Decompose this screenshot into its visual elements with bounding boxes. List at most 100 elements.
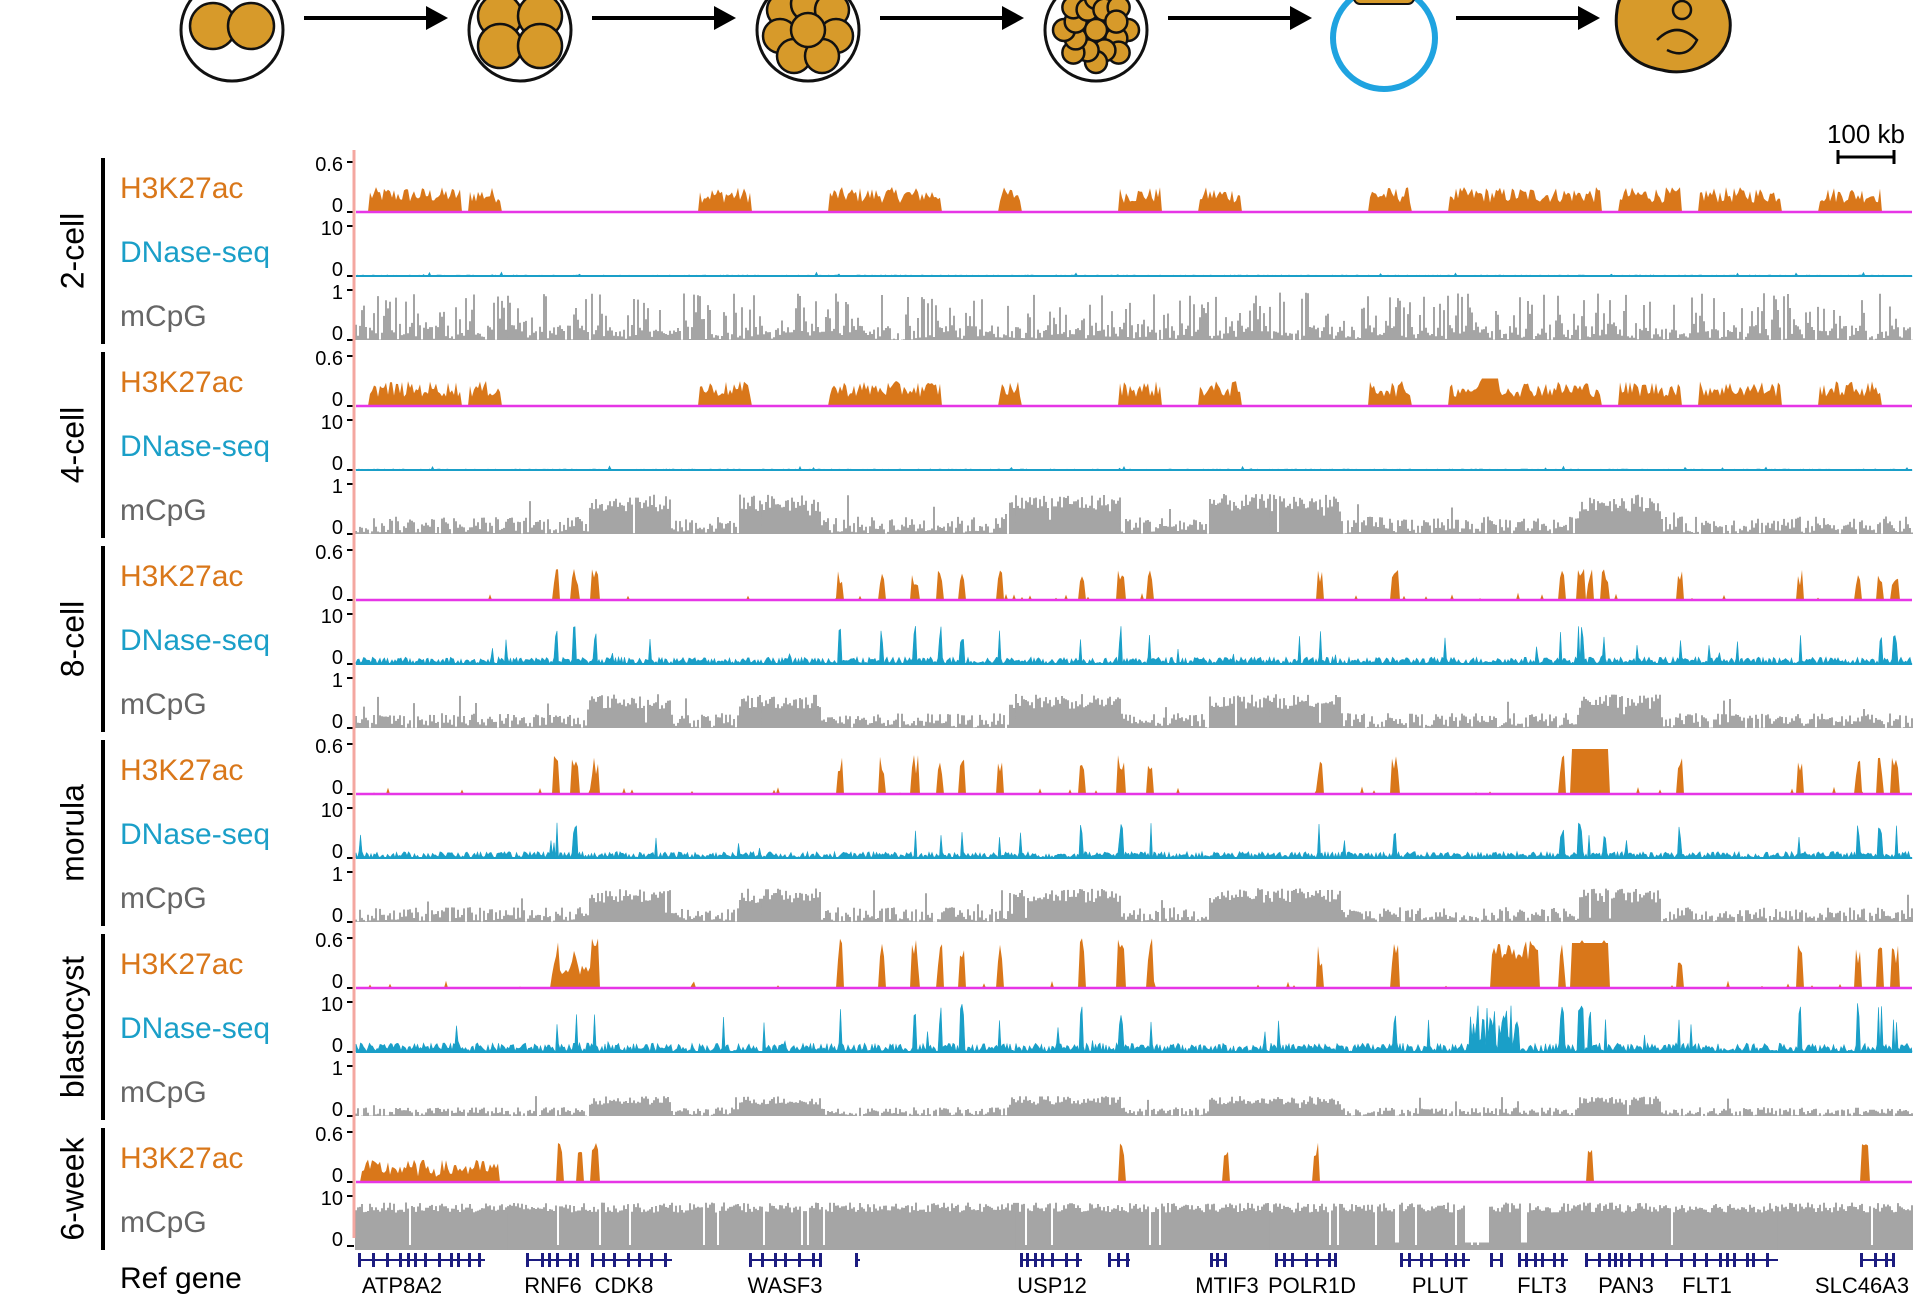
track-mcpg: mCpG 1 0 <box>120 476 1913 539</box>
track-h3k27ac: H3K27ac 0.6 0 <box>120 542 1912 605</box>
track-label: mCpG <box>120 882 207 915</box>
track-label: H3K27ac <box>120 948 243 981</box>
gene-exon <box>1420 1253 1423 1267</box>
embryo-icon-8-cell <box>755 0 861 83</box>
blastomere <box>476 22 524 70</box>
gene-exon <box>1462 1253 1465 1267</box>
track-label: H3K27ac <box>120 366 243 399</box>
gene-exon <box>1490 1253 1493 1267</box>
embryo-icon-2-cell <box>179 0 285 83</box>
arrow-head <box>426 6 448 30</box>
mcpg-signal <box>355 888 1913 922</box>
y-tick-label-max: 0.6 <box>315 1124 343 1146</box>
track-mcpg: mCpG 1 0 <box>120 282 1913 345</box>
gene-exon <box>1445 1253 1448 1267</box>
gene-exon <box>602 1253 605 1267</box>
gene-exon <box>399 1253 402 1267</box>
track-dnase: DNase-seq 10 0 <box>120 606 1913 669</box>
gene-exon <box>1408 1253 1411 1267</box>
y-tick-label-min: 0 <box>332 517 343 539</box>
gene-exon <box>1726 1253 1729 1267</box>
gene-exon <box>819 1253 822 1267</box>
track-label: H3K27ac <box>120 172 243 205</box>
gene-exon <box>1224 1253 1227 1267</box>
gene-exon <box>1534 1253 1537 1267</box>
h3k27ac-signal <box>356 378 1912 406</box>
arrow-head <box>1578 6 1600 30</box>
stage-label: 2-cell <box>54 213 90 289</box>
stage-label: blastocyst <box>54 956 90 1098</box>
dnase-signal <box>355 822 1914 860</box>
gene-exon <box>1041 1253 1044 1267</box>
blastomere <box>226 1 276 51</box>
gene-exon <box>556 1253 559 1267</box>
gene-exon <box>1585 1253 1588 1267</box>
track-h3k27ac: H3K27ac 0.6 0 <box>120 348 1912 411</box>
blastomere <box>1083 17 1109 43</box>
gene-name-label: POLR1D <box>1268 1273 1356 1298</box>
gene-exon <box>591 1253 594 1267</box>
ref-gene-track: Ref gene ATP8A2 RNF6 CDK8 WASF3 USP12 MTIF3 POL… <box>120 1253 1909 1298</box>
track-label: mCpG <box>120 1206 207 1239</box>
track-label: mCpG <box>120 300 207 333</box>
gene-exon <box>1026 1253 1029 1267</box>
gene-exon <box>1628 1253 1631 1267</box>
track-label: DNase-seq <box>120 236 270 269</box>
gene-exon <box>1283 1253 1286 1267</box>
gene-exon <box>1334 1253 1337 1267</box>
blastocyst-ring <box>1330 0 1438 92</box>
gene-exon <box>1680 1253 1683 1267</box>
y-tick-label-max: 0.6 <box>315 736 343 758</box>
track-h3k27ac: H3K27ac 0.6 0 <box>120 930 1912 993</box>
dnase-signal <box>355 625 1913 666</box>
gene-exon <box>613 1253 616 1267</box>
gene-exon <box>372 1253 375 1267</box>
y-tick-label-max: 1 <box>332 1058 343 1080</box>
gene-exon <box>1210 1253 1213 1267</box>
gene-name-label: FLT3 <box>1517 1273 1567 1298</box>
gene-exon <box>1034 1253 1037 1267</box>
y-tick-label-max: 1 <box>332 282 343 304</box>
stage-label: morula <box>54 784 90 882</box>
y-tick-label-max: 0.6 <box>315 542 343 564</box>
gene-exon <box>1553 1253 1556 1267</box>
gene-exon <box>1608 1253 1611 1267</box>
embryo-timeline <box>179 0 1732 92</box>
gene-exon <box>414 1253 417 1267</box>
track-label: DNase-seq <box>120 1012 270 1045</box>
arrow-head <box>1290 6 1312 30</box>
gene-exon <box>1275 1253 1278 1267</box>
gene-exon <box>1541 1253 1544 1267</box>
gene-exon <box>1892 1253 1895 1267</box>
gene-exon <box>1518 1253 1521 1267</box>
gene-name-label: RNF6 <box>524 1273 581 1298</box>
track-label: DNase-seq <box>120 818 270 851</box>
gene-exon <box>1328 1253 1331 1267</box>
track-label: mCpG <box>120 688 207 721</box>
gene-exon <box>749 1253 752 1267</box>
gene-exon <box>1620 1253 1623 1267</box>
y-tick-label-max: 10 <box>321 412 343 434</box>
embryo-eye <box>1671 0 1693 21</box>
embryo-icon-6-week <box>1614 0 1732 74</box>
gene-exon <box>386 1253 389 1267</box>
embryo-limb <box>1656 28 1699 55</box>
y-tick-label-min: 0 <box>332 1165 343 1187</box>
y-tick-label-min: 0 <box>332 841 343 863</box>
gene-exon <box>784 1253 787 1267</box>
gene-exon <box>1291 1253 1294 1267</box>
y-tick-label-max: 0.6 <box>315 154 343 176</box>
arrow-head <box>1002 6 1024 30</box>
gene-exon <box>1525 1253 1528 1267</box>
gene-exon <box>650 1253 653 1267</box>
gene-name-label: PAN3 <box>1598 1273 1654 1298</box>
gene-exon <box>664 1253 667 1267</box>
gene-exon <box>1316 1253 1319 1267</box>
gene-name-label: ATP8A2 <box>362 1273 442 1298</box>
gene-exon <box>1752 1253 1755 1267</box>
